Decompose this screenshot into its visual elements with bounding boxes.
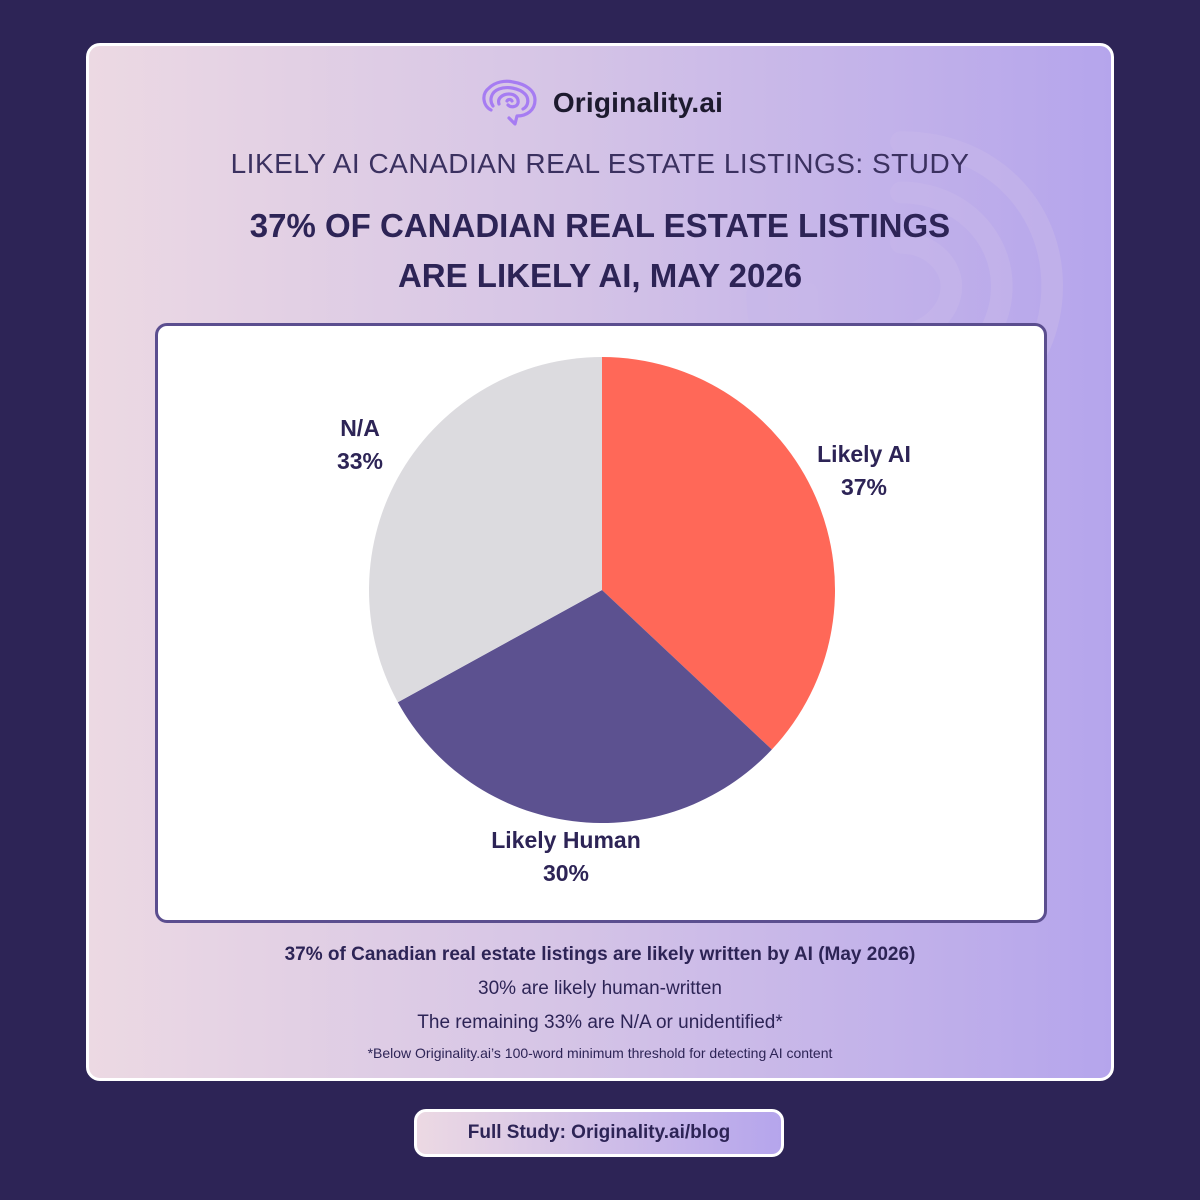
pie-slice-likely-human (397, 590, 772, 823)
summary-text: 37% of Canadian real estate listings are… (89, 938, 1111, 1066)
pie-chart-panel: Likely AI 37% Likely Human 30% N/A 33% (155, 323, 1047, 923)
slice-value-likely-human: 30% (543, 860, 589, 886)
study-kicker: LIKELY AI CANADIAN REAL ESTATE LISTINGS:… (230, 148, 970, 179)
headline-line-1: 37% OF CANADIAN REAL ESTATE LISTINGS (249, 207, 951, 244)
headline: 37% OF CANADIAN REAL ESTATE LISTINGS ARE… (149, 201, 1051, 301)
summary-line-3: The remaining 33% are N/A or unidentifie… (417, 1012, 783, 1033)
slice-value-n-a: 33% (337, 448, 383, 474)
summary-line-1: 37% of Canadian real estate listings are… (284, 944, 916, 965)
summary-line-2: 30% are likely human-written (478, 978, 722, 999)
infographic-card: Originality.ai LIKELY AI CANADIAN REAL E… (86, 43, 1114, 1081)
pie-slice-n-a (369, 357, 602, 703)
brand-name: Originality.ai (552, 87, 724, 118)
headline-line-2: ARE LIKELY AI, MAY 2026 (397, 257, 803, 294)
brain-icon (482, 79, 537, 126)
brand-header: Originality.ai (89, 76, 1111, 130)
slice-label-likely-ai: Likely AI (817, 441, 911, 467)
pie-slice-likely-ai (602, 357, 835, 750)
slice-value-likely-ai: 37% (841, 474, 887, 500)
full-study-link[interactable]: Full Study: Originality.ai/blog (414, 1109, 784, 1157)
slice-label-likely-human: Likely Human (491, 827, 641, 853)
pie-chart: Likely AI 37% Likely Human 30% N/A 33% (337, 357, 911, 886)
summary-footnote: *Below Originality.ai’s 100-word minimum… (367, 1045, 833, 1061)
slice-label-n-a: N/A (340, 415, 380, 441)
